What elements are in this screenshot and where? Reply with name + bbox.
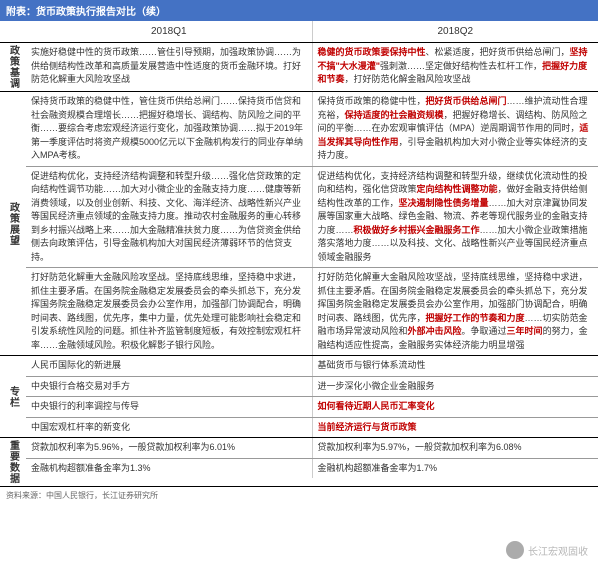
cell-q2: 基础货币与银行体系流动性 (313, 356, 598, 376)
section: 专栏人民币国际化的新进展 基础货币与银行体系流动性中央银行合格交易对手方 进一步深化… (0, 356, 598, 438)
cell-q1: 促进结构优化，支持经济结构调整和转型升级……强化信贷政策的定向结构性调节功能……… (26, 167, 313, 268)
cell-q2: 贷款加权利率为5.97%，一般贷款加权利率为6.08% (313, 438, 598, 458)
cell-q2: 当前经济运行与货币政策 (313, 418, 598, 438)
watermark: 长江宏观固收 (506, 541, 588, 559)
cell-q1: 贷款加权利率为5.96%，一般贷款加权利率为6.01% (26, 438, 313, 458)
cell-q2: 如何看待近期人民币汇率变化 (313, 397, 598, 417)
table-row: 中央银行合格交易对手方 进一步深化小微企业金融服务 (26, 377, 598, 398)
cell-q2: 保持货币政策的稳健中性，把好货币供给总闸门……维护流动性合理充裕，保持适度的社会… (313, 92, 598, 166)
watermark-icon (506, 541, 524, 559)
cell-q1: 中国宏观杠杆率的新变化 (26, 418, 313, 438)
body-text: 保持货币政策的稳健中性，管住货币供给总闸门……保持货币信贷和社会融资规模合理增长… (31, 96, 303, 160)
highlight-text: 把握好工作的节奏和力度 (426, 313, 525, 323)
table-row: 金融机构超额准备金率为1.3% 金融机构超额准备金率为1.7% (26, 459, 598, 479)
highlight-text: 三年时间 (507, 326, 543, 336)
body-text: 保持货币政策的稳健中性， (318, 96, 426, 106)
highlight-text: 把好货币供给总闸门 (426, 96, 507, 106)
body-text: 金融机构超额准备金率为1.3% (31, 463, 151, 473)
section: 重要数据贷款加权利率为5.96%，一般贷款加权利率为6.01%贷款加权利率为5.… (0, 438, 598, 487)
header-row: 2018Q1 2018Q2 (0, 21, 598, 43)
body-text: 、松紧适度，把好货币供给总闸门， (426, 47, 570, 57)
body-text: 金融机构超额准备金率为1.7% (318, 463, 438, 473)
body-text: 中国宏观杠杆率的新变化 (31, 422, 130, 432)
table-row: 中国宏观杠杆率的新变化 当前经济运行与货币政策 (26, 418, 598, 438)
watermark-text: 长江宏观固收 (528, 543, 588, 558)
body-text: 贷款加权利率为5.96%，一般贷款加权利率为6.01% (31, 442, 235, 452)
highlight-text: 定向结构性调整功能 (417, 184, 498, 194)
table-row: 中央银行的利率调控与传导 如何看待近期人民币汇率变化 (26, 397, 598, 418)
body-text: 打好防范化解重大金融风险攻坚战。坚持底线思维，坚持稳中求进，抓住主要矛盾。在国务… (31, 272, 301, 350)
table-title: 附表：货币政策执行报告对比（续） (0, 0, 598, 21)
cell-q1: 保持货币政策的稳健中性，管住货币供给总闸门……保持货币信贷和社会融资规模合理增长… (26, 92, 313, 166)
section: 政策基调实施好稳健中性的货币政策……管住引导预期，加强政策协调……为供给侧结构性… (0, 43, 598, 92)
body-text: 实施好稳健中性的货币政策……管住引导预期，加强政策协调……为供给侧结构性改革和高… (31, 47, 301, 84)
section-label: 重要数据 (0, 438, 26, 486)
body-text: 中央银行合格交易对手方 (31, 381, 130, 391)
highlight-text: 保持适度的社会融资规模 (345, 110, 444, 120)
section-label: 政策展望 (0, 92, 26, 355)
header-q1: 2018Q1 (26, 21, 313, 42)
body-text: 进一步深化小微企业金融服务 (318, 381, 435, 391)
highlight-text: 坚决遏制隐性债务增量 (399, 198, 489, 208)
table-row: 打好防范化解重大金融风险攻坚战。坚持底线思维，坚持稳中求进，抓住主要矛盾。在国务… (26, 268, 598, 355)
highlight-text: 稳健的货币政策要保持中性 (318, 47, 426, 57)
body-text: 。争取通过 (462, 326, 507, 336)
section-label: 政策基调 (0, 43, 26, 91)
table-row: 贷款加权利率为5.96%，一般贷款加权利率为6.01% 贷款加权利率为5.97%，… (26, 438, 598, 459)
cell-q1: 实施好稳健中性的货币政策……管住引导预期，加强政策协调……为供给侧结构性改革和高… (26, 43, 313, 90)
highlight-text: 当前经济运行与货币政策 (318, 422, 417, 432)
cell-q2: 金融机构超额准备金率为1.7% (313, 459, 598, 479)
cell-q2: 稳健的货币政策要保持中性、松紧适度，把好货币供给总闸门，坚持不搞"大水漫灌"强刺… (313, 43, 598, 90)
table-row: 实施好稳健中性的货币政策……管住引导预期，加强政策协调……为供给侧结构性改革和高… (26, 43, 598, 90)
table-row: 保持货币政策的稳健中性，管住货币供给总闸门……保持货币信贷和社会融资规模合理增长… (26, 92, 598, 167)
cell-q1: 打好防范化解重大金融风险攻坚战。坚持底线思维，坚持稳中求进，抓住主要矛盾。在国务… (26, 268, 313, 355)
body-text: 基础货币与银行体系流动性 (318, 360, 426, 370)
body-text: 人民币国际化的新进展 (31, 360, 121, 370)
body-text: ，打好防范化解金融风险攻坚战 (345, 74, 471, 84)
cell-q1: 人民币国际化的新进展 (26, 356, 313, 376)
body-text: 强刺激……坚定做好结构性去杠杆工作， (380, 61, 542, 71)
cell-q2: 进一步深化小微企业金融服务 (313, 377, 598, 397)
cell-q1: 中央银行合格交易对手方 (26, 377, 313, 397)
body-text: 中央银行的利率调控与传导 (31, 401, 139, 411)
body-text: 促进结构优化，支持经济结构调整和转型升级……强化信贷政策的定向结构性调节功能……… (31, 171, 301, 262)
cell-q2: 打好防范化解重大金融风险攻坚战，坚持底线思维，坚持稳中求进，抓住主要矛盾。在国务… (313, 268, 598, 355)
highlight-text: 如何看待近期人民币汇率变化 (318, 401, 435, 411)
cell-q1: 中央银行的利率调控与传导 (26, 397, 313, 417)
header-q2: 2018Q2 (313, 21, 598, 42)
highlight-text: 积极做好乡村振兴金融服务工作 (354, 225, 480, 235)
highlight-text: 外部冲击风险 (408, 326, 462, 336)
table-row: 促进结构优化，支持经济结构调整和转型升级……强化信贷政策的定向结构性调节功能……… (26, 167, 598, 269)
source-line: 资料来源：中国人民银行，长江证券研究所 (0, 487, 598, 504)
section-label: 专栏 (0, 356, 26, 437)
table-row: 人民币国际化的新进展 基础货币与银行体系流动性 (26, 356, 598, 377)
section: 政策展望保持货币政策的稳健中性，管住货币供给总闸门……保持货币信贷和社会融资规模… (0, 92, 598, 356)
body-text: 贷款加权利率为5.97%，一般贷款加权利率为6.08% (318, 442, 522, 452)
cell-q1: 金融机构超额准备金率为1.3% (26, 459, 313, 479)
cell-q2: 促进结构优化，支持经济结构调整和转型升级，继续优化流动性的投向和结构，强化信贷政… (313, 167, 598, 268)
